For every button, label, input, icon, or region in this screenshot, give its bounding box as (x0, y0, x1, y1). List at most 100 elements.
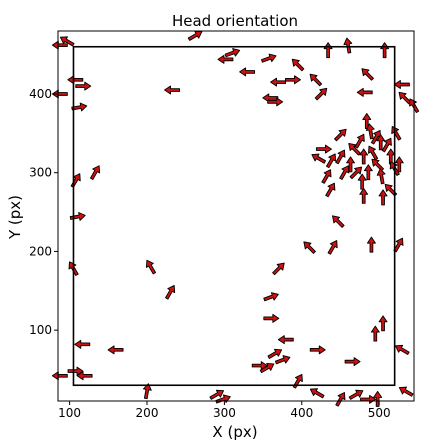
orientation-arrow (378, 189, 388, 206)
orientation-arrow (165, 284, 176, 300)
orientation-arrow (366, 236, 376, 253)
orientation-arrow (380, 42, 390, 59)
y-tick-label: 200 (29, 244, 52, 258)
orientation-arrow (348, 142, 361, 156)
x-tick-label: 500 (368, 406, 391, 420)
orientation-arrow (357, 173, 367, 190)
y-axis-label: Y (px) (6, 195, 24, 240)
orientation-arrow (335, 149, 346, 165)
arrow-layer (51, 30, 420, 407)
y-tick-label: 300 (29, 166, 52, 180)
orientation-arrow (291, 58, 305, 72)
orientation-arrow (262, 93, 279, 103)
orientation-arrow (359, 187, 369, 204)
orientation-arrow (263, 313, 280, 323)
orientation-arrow (398, 386, 414, 397)
orientation-arrow (395, 344, 410, 355)
orientation-arrow (371, 158, 385, 172)
x-tick-label: 300 (213, 406, 236, 420)
orientation-arrow (393, 237, 404, 253)
x-tick-label: 100 (58, 406, 81, 420)
orientation-arrow (76, 371, 93, 381)
orientation-arrow (142, 383, 152, 400)
orientation-arrow (260, 53, 277, 63)
orientation-arrow (365, 123, 375, 140)
orientation-arrow (361, 68, 374, 81)
orientation-arrow (267, 348, 283, 359)
orientation-arrow (316, 144, 332, 154)
orientation-arrow (344, 357, 361, 367)
orientation-arrow (303, 241, 316, 254)
orientation-arrow (217, 54, 234, 64)
orientation-arrow (309, 345, 326, 355)
orientation-arrow (187, 30, 203, 41)
orientation-arrow (274, 355, 291, 365)
orientation-arrow (272, 262, 285, 276)
orientation-arrow (70, 173, 81, 188)
orientation-arrow (332, 215, 345, 228)
orientation-arrow (378, 315, 388, 332)
orientation-arrow (326, 153, 337, 169)
orientation-arrow (348, 389, 364, 400)
orientation-arrow (292, 373, 303, 389)
orientation-arrow (393, 80, 410, 89)
orientation-arrow (384, 183, 398, 197)
orientation-arrow (89, 165, 101, 180)
orientation-arrow (381, 137, 392, 153)
orientation-arrow (75, 81, 92, 91)
orientation-arrow (323, 42, 333, 59)
orientation-arrow (370, 129, 381, 145)
orientation-arrow (354, 133, 365, 149)
orientation-arrow (51, 371, 68, 381)
orientation-arrow (51, 40, 68, 50)
orientation-arrow (69, 212, 86, 221)
orientation-arrow (325, 182, 336, 198)
orientation-arrow (311, 153, 327, 164)
orientation-arrow (334, 128, 347, 142)
orientation-arrow (145, 259, 157, 275)
orientation-arrow (363, 164, 373, 181)
orientation-arrow (285, 75, 301, 85)
orientation-arrow (239, 67, 256, 77)
x-tick-label: 200 (136, 406, 159, 420)
orientation-arrow (259, 363, 275, 374)
orientation-arrow (376, 168, 386, 185)
orientation-arrow (343, 37, 353, 54)
orientation-arrow (370, 325, 380, 342)
orientation-arrow (267, 97, 284, 107)
arena-boundary (72, 45, 396, 387)
orientation-arrow (309, 73, 323, 87)
orientation-arrow (394, 156, 404, 173)
orientation-arrow (359, 148, 369, 165)
orientation-arrow (224, 48, 241, 58)
orientation-arrow (74, 339, 91, 349)
orientation-arrow (209, 389, 225, 400)
orientation-arrow (164, 85, 180, 95)
orientation-arrow (59, 36, 75, 47)
tick-layer: 100 200 300 400 500 100 200 300 400 (29, 87, 391, 420)
orientation-arrow (309, 388, 325, 399)
orientation-arrow (360, 394, 377, 404)
y-tick-label: 100 (29, 323, 52, 337)
orientation-arrow (314, 87, 328, 101)
orientation-arrow (327, 240, 338, 255)
x-axis-label: X (px) (212, 423, 257, 441)
orientation-arrow (335, 392, 346, 407)
orientation-arrow (368, 145, 379, 161)
orientation-arrow (339, 165, 350, 180)
orientation-arrow (263, 292, 279, 302)
axes-frame (57, 30, 415, 402)
orientation-arrow (251, 361, 268, 371)
orientation-arrow (67, 366, 84, 376)
orientation-arrow (277, 335, 294, 345)
x-tick-label: 400 (290, 406, 313, 420)
orientation-arrow (346, 156, 355, 173)
orientation-arrow (321, 169, 332, 184)
orientation-arrow (107, 345, 124, 355)
chart-title: Head orientation (172, 12, 298, 30)
y-tick-label: 400 (29, 87, 52, 101)
orientation-arrow (67, 75, 84, 85)
orientation-arrow (376, 134, 386, 151)
orientation-arrow (270, 77, 287, 87)
